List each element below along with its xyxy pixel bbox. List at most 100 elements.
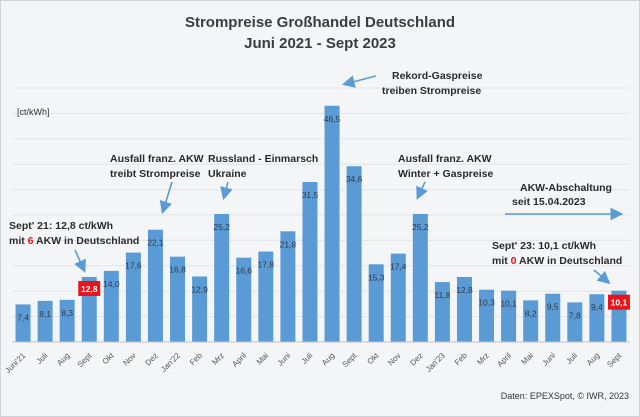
x-tick-label: Juni bbox=[540, 351, 557, 368]
source-note: Daten: EPEXSpot, © IWR, 2023 bbox=[501, 391, 629, 401]
bar-value-label: 7,4 bbox=[17, 312, 29, 322]
annotation-text: Ausfall franz. AKW bbox=[110, 153, 204, 165]
x-tick-label: Sept bbox=[341, 351, 360, 370]
y-axis-unit-label: [ct/kWh] bbox=[17, 107, 50, 117]
bar-value-label: 11,8 bbox=[434, 290, 450, 300]
annotation-text-part: 6 bbox=[28, 235, 34, 247]
x-tick-label: April bbox=[230, 351, 248, 369]
chart-title: Strompreise Großhandel Deutschland bbox=[185, 14, 455, 31]
bar-value-label: 17,8 bbox=[258, 260, 275, 270]
annotation-text: Rekord-Gaspreise bbox=[392, 70, 483, 82]
bar bbox=[37, 300, 53, 342]
bar-value-label: 12,8 bbox=[456, 285, 473, 295]
bar-value-label: 8,1 bbox=[39, 309, 51, 319]
annotation-text: Winter + Gaspreise bbox=[398, 168, 493, 180]
bar-value-label: 25,2 bbox=[213, 222, 230, 232]
bar bbox=[214, 213, 230, 342]
x-tick-label: April bbox=[495, 351, 513, 369]
bar-value-label: 16,6 bbox=[235, 266, 252, 276]
annotation-text: Sept' 21: 12,8 ct/kWh bbox=[9, 220, 113, 232]
annotation-text-part: 0 bbox=[511, 255, 517, 267]
annotation-arrow bbox=[593, 269, 611, 285]
annotation-text-part: mit bbox=[492, 255, 511, 267]
bar-value-label: 9,4 bbox=[591, 302, 603, 312]
bar-value-label: 10,1 bbox=[611, 298, 628, 308]
bar bbox=[368, 264, 384, 342]
bar bbox=[501, 290, 517, 342]
annotation-text: Ukraine bbox=[208, 168, 247, 180]
bar bbox=[412, 213, 428, 342]
bar bbox=[236, 257, 252, 342]
x-tick-label: Feb bbox=[453, 351, 470, 368]
annotation-text: Russland - Einmarsch bbox=[208, 153, 318, 165]
x-tick-label: Mrz bbox=[210, 351, 226, 367]
bar bbox=[125, 252, 141, 342]
bar-value-label: 12,8 bbox=[81, 284, 98, 294]
bar bbox=[567, 302, 583, 342]
x-tick-label: Okt bbox=[365, 351, 381, 367]
bar-value-label: 14,0 bbox=[103, 279, 120, 289]
bar bbox=[147, 229, 163, 342]
bar bbox=[390, 253, 406, 342]
bar-value-label: 25,2 bbox=[412, 222, 429, 232]
bar bbox=[589, 294, 605, 342]
bar-value-label: 15,3 bbox=[368, 272, 385, 282]
bar-value-label: 8,2 bbox=[525, 308, 537, 318]
bar bbox=[170, 256, 186, 342]
x-tick-label: Jan'22 bbox=[159, 351, 182, 374]
bar-value-label: 17,6 bbox=[125, 261, 142, 271]
x-tick-label: Juli bbox=[35, 351, 50, 366]
bar-value-label: 21,8 bbox=[280, 239, 297, 249]
x-tick-label: Aug bbox=[320, 351, 336, 367]
bar-value-label: 16,8 bbox=[169, 265, 186, 275]
x-tick-label: Dez bbox=[408, 351, 424, 367]
x-tick-label: Okt bbox=[101, 351, 117, 367]
annotation-arrow bbox=[159, 181, 173, 215]
bar-value-label: 22,1 bbox=[147, 238, 164, 248]
bar bbox=[258, 251, 274, 342]
bar-value-label: 12,9 bbox=[191, 284, 208, 294]
annotation-text-part: AKW in Deutschland bbox=[517, 255, 623, 267]
annotation-text: AKW-Abschaltung bbox=[520, 182, 612, 194]
annotation-text: mit 0 AKW in Deutschland bbox=[492, 255, 622, 267]
bar-value-label: 46,5 bbox=[324, 114, 341, 124]
annotation-text: Ausfall franz. AKW bbox=[398, 153, 492, 165]
bar-value-label: 17,4 bbox=[390, 262, 407, 272]
x-tick-label: Sept bbox=[605, 351, 624, 370]
annotation-text: treibt Strompreise bbox=[110, 168, 201, 180]
x-tick-label: Mai bbox=[255, 351, 271, 367]
x-tick-label: Nov bbox=[386, 351, 402, 367]
highlighted-value-box bbox=[607, 294, 630, 310]
annotation-text: Sept' 23: 10,1 ct/kWh bbox=[492, 240, 596, 252]
annotation-arrow bbox=[341, 75, 377, 88]
annotation-text: mit 6 AKW in Deutschland bbox=[9, 235, 139, 247]
bar-value-label: 34,6 bbox=[346, 174, 363, 184]
x-tick-label: Sept bbox=[76, 351, 95, 370]
bar bbox=[324, 105, 340, 342]
x-tick-label: Juli bbox=[564, 351, 579, 366]
annotation-text: treiben Strompreise bbox=[382, 85, 481, 97]
bar bbox=[346, 166, 362, 342]
annotation-arrow bbox=[416, 181, 428, 200]
bar bbox=[103, 270, 119, 342]
bar bbox=[523, 300, 539, 342]
chart-subtitle: Juni 2021 - Sept 2023 bbox=[244, 35, 396, 52]
annotation-text-part: AKW in Deutschland bbox=[34, 235, 140, 247]
x-tick-label: Mrz bbox=[475, 351, 491, 367]
x-tick-label: Nov bbox=[121, 351, 137, 367]
x-tick-label: Aug bbox=[55, 351, 71, 367]
bar bbox=[192, 276, 208, 342]
annotation-arrow bbox=[74, 249, 86, 273]
bar bbox=[59, 299, 75, 342]
bar bbox=[15, 304, 31, 342]
bar-value-label: 9,5 bbox=[547, 302, 559, 312]
x-tick-label: Feb bbox=[188, 351, 205, 368]
bar bbox=[545, 293, 561, 342]
bar-value-label: 8,3 bbox=[61, 308, 73, 318]
bar-value-label: 10,1 bbox=[500, 299, 517, 309]
bar bbox=[434, 282, 450, 342]
annotation-text-part: mit bbox=[9, 235, 28, 247]
annotation-text: seit 15.04.2023 bbox=[512, 196, 586, 208]
